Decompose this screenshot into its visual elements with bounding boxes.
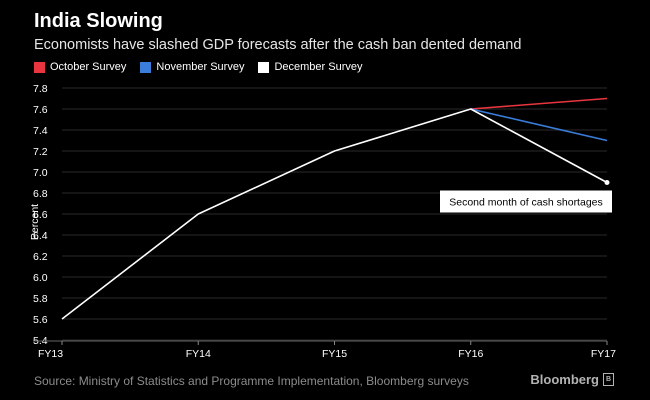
y-tick-label: 5.6 [33, 314, 48, 326]
y-axis-label: Percent [29, 204, 41, 240]
legend-item-december: December Survey [258, 61, 363, 73]
y-tick-label: 6.8 [33, 188, 48, 200]
brand-text: Bloomberg [530, 372, 599, 387]
series-line-november-survey [470, 108, 608, 142]
annotation-box [440, 190, 612, 213]
series-line-october-survey [470, 97, 608, 110]
x-tick-label: FY17 [591, 348, 616, 360]
legend-label-november: November Survey [156, 61, 245, 73]
series-line-december-survey [61, 108, 608, 320]
x-tick-label: FY16 [458, 348, 483, 360]
x-tick-label: FY13 [38, 348, 63, 360]
x-tick-label: FY15 [322, 348, 347, 360]
y-tick-label: 6.2 [33, 251, 48, 263]
legend-swatch-december [258, 61, 270, 73]
legend-item-november: November Survey [140, 61, 244, 73]
legend-label-october: October Survey [50, 61, 127, 73]
y-tick-label: 7.0 [33, 167, 48, 179]
legend-label-december: December Survey [274, 61, 363, 73]
legend-swatch-november [140, 61, 152, 73]
source-note: Source: Ministry of Statistics and Progr… [34, 374, 469, 388]
y-tick-label: 7.2 [33, 146, 48, 158]
y-tick-label: 7.6 [33, 104, 48, 116]
y-tick-label: 6.4 [33, 230, 48, 242]
y-tick-label: 7.8 [33, 83, 48, 95]
y-tick-label: 7.4 [33, 125, 48, 137]
y-tick-label: 5.8 [33, 293, 48, 305]
y-tick-label: 6.6 [33, 209, 48, 221]
chart-title: India Slowing [34, 10, 163, 32]
x-tick-label: FY14 [186, 348, 211, 360]
bloomberg-logo: Bloomberg B [530, 372, 614, 387]
legend-item-october: October Survey [34, 61, 126, 73]
legend-swatch-october [34, 61, 45, 73]
annotation-label: Second month of cash shortages [449, 197, 603, 209]
bloomberg-icon: B [603, 373, 614, 386]
legend: October Survey November Survey December … [34, 61, 377, 73]
y-tick-label: 6.0 [33, 272, 48, 284]
annotation-marker [604, 180, 610, 185]
chart-subtitle: Economists have slashed GDP forecasts af… [34, 37, 522, 53]
